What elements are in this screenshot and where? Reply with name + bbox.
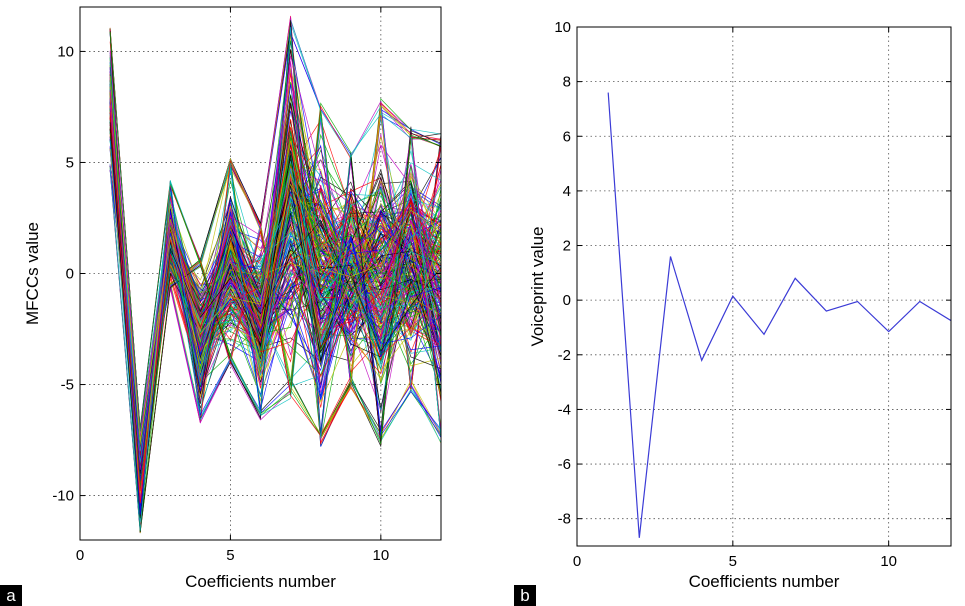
mfcc-frame-line <box>109 81 441 491</box>
chart-b: 0 5 10 -8 -6 -4 -2 0 2 4 6 8 10 Coefficients number Vo… <box>514 19 952 606</box>
axes-frame <box>576 26 952 547</box>
y-tick-label: -8 <box>558 511 571 528</box>
panel-label: a <box>6 586 16 605</box>
y-tick-label: -6 <box>558 456 571 473</box>
plot-area <box>577 27 951 546</box>
y-tick-label: 10 <box>554 19 571 36</box>
panel-label-box <box>514 585 536 606</box>
data-layer <box>109 15 441 534</box>
y-tick-label: 0 <box>66 266 74 283</box>
x-axis-label: Coefficients number <box>185 572 336 591</box>
mfcc-frame-line <box>109 76 441 515</box>
mfcc-frame-line <box>109 56 441 470</box>
y-tick-label: -2 <box>558 347 571 364</box>
y-tick-label: 0 <box>563 292 571 309</box>
x-tick-label: 0 <box>76 547 84 564</box>
x-tick-label: 10 <box>372 547 389 564</box>
mfcc-frame-line <box>109 52 441 438</box>
x-tick-label: 5 <box>226 547 234 564</box>
y-axis-label: Voiceprint value <box>528 226 547 346</box>
x-axis-label: Coefficients number <box>689 572 840 591</box>
series-line <box>607 92 951 538</box>
mfcc-frame-line <box>109 138 441 481</box>
mfcc-frame-line <box>109 31 441 446</box>
x-tick-label: 5 <box>729 553 737 570</box>
y-axis-label: MFCCs value <box>23 222 42 325</box>
data-layer <box>607 92 951 538</box>
y-tick-label: 5 <box>66 154 74 171</box>
y-tick-label: 10 <box>57 43 74 60</box>
mfcc-frame-line <box>109 40 441 489</box>
panel-label: b <box>520 586 529 605</box>
y-tick-label: 2 <box>563 238 571 255</box>
chart-a: 0 5 10 -10 -5 0 5 10 Coefficients number MFCCs va… <box>0 6 442 606</box>
mfcc-frame-line <box>109 75 441 441</box>
panel-label-box <box>0 585 22 606</box>
y-tick-label: 6 <box>563 128 571 145</box>
mfcc-frame-line <box>109 52 441 481</box>
y-tick-label: 4 <box>563 183 571 200</box>
y-tick-label: -5 <box>61 377 74 394</box>
y-tick-label: -4 <box>558 401 571 418</box>
y-tick-label: 8 <box>563 74 571 91</box>
y-tick-label: -10 <box>52 488 74 505</box>
x-tick-label: 0 <box>573 553 581 570</box>
x-tick-label: 10 <box>880 553 897 570</box>
